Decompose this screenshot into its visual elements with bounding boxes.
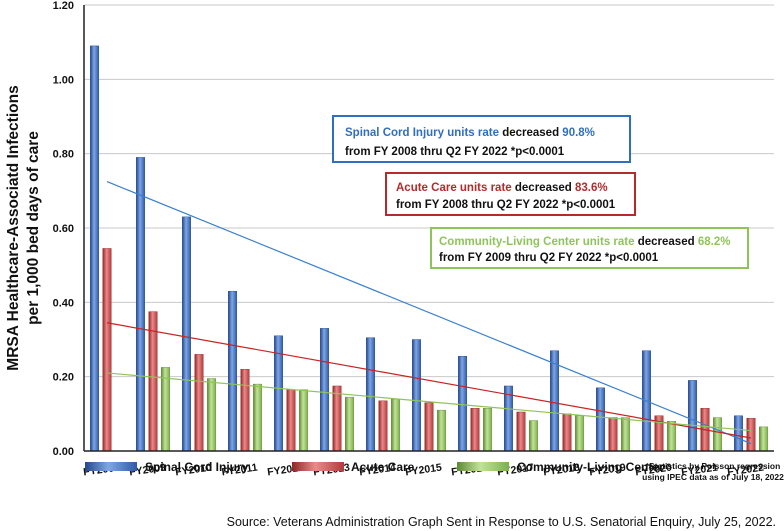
bar-community-living-center-fy2016: [483, 408, 493, 452]
trendline-spinal-cord-injury: [106, 180, 752, 445]
bar-community-living-center-fy2021: [713, 417, 723, 452]
bar-spinal-cord-injury-fy2009: [135, 157, 145, 452]
footnote-line1: *Statistics by Poisson regression: [646, 461, 781, 471]
bar-acute-care-fy2017: [516, 411, 526, 452]
y-tick-label: 1.00: [53, 74, 74, 86]
annotation-clc-percent: 68.2%: [698, 236, 731, 248]
bar-acute-care-fy2018: [562, 413, 572, 452]
annotation-clc-label: Community-Living Center units rate: [439, 236, 635, 248]
bar-community-living-center-fy2018: [575, 415, 585, 452]
trendline-community-living-center: [106, 372, 752, 432]
annotation-acute-care: Acute Care units rate decreased 83.6% fr…: [385, 172, 636, 216]
legend-swatch-spinal-cord: [85, 462, 137, 471]
bar-spinal-cord-injury-fy2016: [458, 356, 468, 452]
bar-acute-care-fy2014: [378, 400, 388, 452]
annotation-acute-mid: decreased: [512, 182, 575, 194]
bar-acute-care-fy2012: [286, 389, 296, 452]
trendlines: [106, 180, 752, 445]
annotation-acute-line2: from FY 2008 thru Q2 FY 2022 *p<0.0001: [396, 199, 616, 211]
bar-acute-care-fy2009: [148, 311, 158, 452]
x-tick-label: FY2020: [635, 462, 673, 479]
footnote-line2: using IPEC data as of July 18, 2022: [642, 472, 784, 482]
bar-spinal-cord-injury-fy2008: [89, 45, 99, 452]
bar-acute-care-fy2019: [608, 417, 618, 452]
y-tick-label: 1.20: [53, 0, 74, 12]
bar-spinal-cord-injury-fy2021: [688, 380, 698, 452]
x-tick-label: FY2019: [589, 462, 627, 479]
legend-swatch-acute-care: [292, 462, 344, 471]
y-tick-label: 0.00: [53, 446, 74, 458]
x-tick-label: FY2009: [129, 462, 167, 479]
svg-text:Community-Living Center units: Community-Living Center units rate decre…: [439, 236, 730, 248]
x-tick-label: FY2015: [405, 462, 443, 479]
bar-spinal-cord-injury-fy2014: [366, 337, 376, 452]
bar-spinal-cord-injury-fy2022: [734, 415, 744, 452]
svg-text:Spinal Cord Injury units rate: Spinal Cord Injury units rate decreased …: [345, 127, 595, 139]
bar-spinal-cord-injury-fy2019: [596, 387, 606, 452]
annotation-community-living: Community-Living Center units rate decre…: [430, 227, 749, 269]
source-caption: Source: Veterans Administration Graph Se…: [227, 515, 776, 529]
bar-acute-care-fy2013: [332, 385, 342, 452]
x-tick-label: FY2010: [175, 462, 213, 479]
bar-community-living-center-fy2009: [160, 367, 170, 452]
annotation-clc-mid: decreased: [635, 236, 698, 248]
y-tick-label: 0.40: [53, 297, 74, 309]
annotation-acute-percent: 83.6%: [575, 182, 608, 194]
x-tick-label: FY2011: [221, 462, 259, 479]
bar-acute-care-fy2015: [424, 402, 434, 452]
y-axis-label-line1: MRSA Healthcare-Associatd Infections: [5, 85, 22, 370]
bars: [89, 45, 769, 452]
bar-community-living-center-fy2013: [345, 396, 355, 452]
bar-community-living-center-fy2022: [759, 426, 769, 452]
y-tick-label: 0.60: [53, 223, 74, 235]
bar-spinal-cord-injury-fy2015: [412, 339, 422, 452]
bar-spinal-cord-injury-fy2013: [320, 328, 330, 452]
bar-acute-care-fy2011: [240, 369, 250, 452]
y-tick-label: 0.20: [53, 372, 74, 384]
y-tick-label: 0.80: [53, 149, 74, 161]
bar-spinal-cord-injury-fy2011: [227, 290, 237, 452]
axes: [83, 5, 774, 452]
bar-spinal-cord-injury-fy2018: [550, 350, 560, 452]
legend-label-community-living: Community-Living Center: [517, 460, 664, 474]
bar-acute-care-fy2008: [102, 248, 112, 452]
bar-acute-care-fy2010: [194, 354, 204, 452]
bar-community-living-center-fy2017: [529, 420, 539, 452]
y-axis-label-line2: per 1,000 bed days of care: [25, 131, 42, 325]
annotation-spinal-mid: decreased: [499, 127, 562, 139]
trendline-acute-care: [106, 322, 752, 439]
x-tick-label: FY2014: [359, 462, 397, 479]
svg-text:Acute Care units rate decrease: Acute Care units rate decreased 83.6%: [396, 182, 608, 194]
y-axis-ticks: 0.00 0.20 0.40 0.60 0.80 1.00 1.20: [53, 0, 74, 458]
bar-community-living-center-fy2020: [667, 421, 677, 452]
legend: Spinal Cord Injury Acute Care Community-…: [85, 460, 664, 474]
legend-label-spinal-cord: Spinal Cord Injury: [145, 460, 249, 474]
x-tick-label: FY2022: [727, 462, 765, 479]
bar-community-living-center-fy2012: [299, 389, 309, 452]
annotation-acute-label: Acute Care units rate: [396, 182, 512, 194]
x-tick-label: FY2021: [681, 462, 719, 479]
legend-swatch-community-living: [457, 462, 509, 471]
bar-community-living-center-fy2015: [437, 409, 447, 452]
annotation-clc-line2: from FY 2009 thru Q2 FY 2022 *p<0.0001: [439, 252, 659, 264]
bar-community-living-center-fy2014: [391, 398, 401, 452]
bar-community-living-center-fy2010: [206, 378, 216, 452]
legend-label-acute-care: Acute Care: [351, 460, 415, 474]
annotation-spinal-label: Spinal Cord Injury units rate: [345, 127, 499, 139]
bar-spinal-cord-injury-fy2010: [181, 216, 191, 452]
x-axis-ticks: FY2008FY2009FY2010FY2011FY2012FY2013FY20…: [83, 462, 765, 479]
bar-community-living-center-fy2019: [621, 417, 631, 452]
annotation-spinal-line2: from FY 2008 thru Q2 FY 2022 *p<0.0001: [345, 146, 565, 158]
annotation-spinal-percent: 90.8%: [562, 127, 595, 139]
annotation-spinal-cord: Spinal Cord Injury units rate decreased …: [332, 115, 631, 163]
bar-acute-care-fy2016: [470, 408, 480, 452]
bar-acute-care-fy2022: [746, 418, 756, 452]
x-tick-label: FY2018: [543, 462, 581, 479]
bar-community-living-center-fy2011: [252, 383, 262, 452]
